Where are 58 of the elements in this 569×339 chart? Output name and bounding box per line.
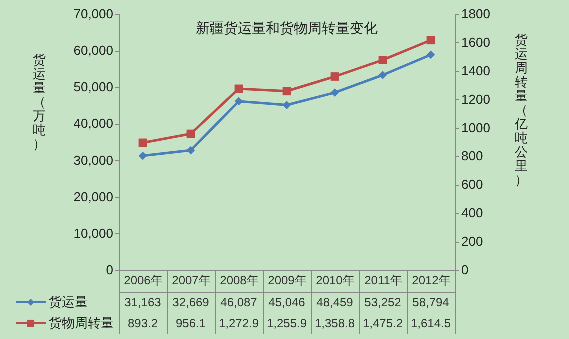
y2-tick-label: 0 bbox=[462, 262, 469, 278]
data-label: 1,272.9 bbox=[218, 316, 260, 330]
data-label: 46,087 bbox=[220, 296, 258, 310]
data-label: 893.2 bbox=[128, 316, 158, 330]
y-tick-label: 30,000 bbox=[74, 152, 114, 168]
legend-label: 货运量 bbox=[49, 294, 88, 310]
y2-tick-label: 1800 bbox=[462, 6, 490, 22]
point bbox=[186, 130, 196, 138]
data-label: 31,163 bbox=[124, 296, 162, 310]
point bbox=[282, 87, 292, 96]
point bbox=[330, 72, 340, 81]
y2-tick-label: 1400 bbox=[462, 63, 490, 78]
y-tick-label: 20,000 bbox=[74, 189, 114, 204]
y-tick-label: 40,000 bbox=[74, 116, 114, 132]
x-tick-label: 2007年 bbox=[172, 274, 211, 288]
y2-tick-label: 1200 bbox=[462, 92, 490, 107]
y-tick-label: 50,000 bbox=[74, 80, 114, 95]
x-tick-label: 2012年 bbox=[412, 274, 451, 288]
point bbox=[378, 56, 388, 64]
y-axis-title: 货运量（万吨） bbox=[33, 52, 46, 152]
data-label: 58,794 bbox=[412, 296, 450, 310]
data-label: 32,669 bbox=[172, 296, 210, 310]
data-label: 48,459 bbox=[316, 296, 354, 310]
y2-tick-label: 1600 bbox=[462, 34, 490, 50]
point bbox=[378, 71, 388, 80]
data-label: 45,046 bbox=[268, 296, 306, 310]
x-tick-label: 2009年 bbox=[268, 274, 307, 288]
x-tick-label: 2010年 bbox=[316, 274, 355, 288]
point bbox=[282, 101, 292, 110]
y-tick-label: 60,000 bbox=[74, 43, 114, 58]
data-label: 1,475.2 bbox=[362, 316, 404, 330]
point bbox=[426, 36, 436, 45]
y-tick-label: 0 bbox=[106, 262, 114, 278]
point bbox=[234, 84, 244, 94]
y2-tick-label: 200 bbox=[462, 234, 484, 250]
point bbox=[138, 138, 148, 148]
y2-tick-label: 800 bbox=[462, 148, 484, 164]
point bbox=[330, 88, 340, 97]
x-tick-label: 2008年 bbox=[220, 274, 259, 288]
x-tick-label: 2006年 bbox=[124, 274, 163, 288]
data-label: 1,614.5 bbox=[410, 316, 452, 330]
y2-tick-label: 400 bbox=[462, 206, 484, 221]
point bbox=[234, 97, 244, 106]
y-tick-label: 10,000 bbox=[74, 226, 114, 241]
y2-tick-label: 1000 bbox=[462, 120, 490, 136]
point bbox=[138, 152, 148, 160]
chart-title: 新疆货运量和货物周转量变化 bbox=[196, 20, 378, 36]
point bbox=[186, 146, 196, 155]
data-label: 53,252 bbox=[364, 296, 402, 310]
y-tick-label: 70,000 bbox=[74, 6, 114, 22]
y2-tick-label: 600 bbox=[462, 177, 484, 192]
point bbox=[426, 50, 436, 60]
data-label: 1,358.8 bbox=[314, 316, 356, 330]
data-label: 956.1 bbox=[176, 316, 206, 330]
text: 货运周转量（亿吨公里） bbox=[515, 32, 528, 188]
legend-label: 货物周转量 bbox=[49, 316, 114, 330]
data-label: 1,255.9 bbox=[266, 316, 308, 330]
x-tick-label: 2011年 bbox=[364, 274, 402, 288]
